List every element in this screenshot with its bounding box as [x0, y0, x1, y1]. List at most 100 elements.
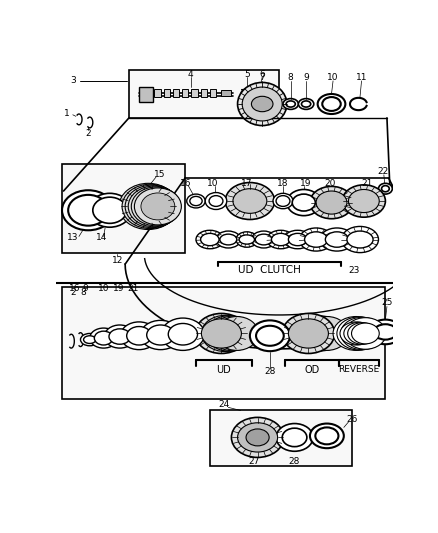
- Text: 9: 9: [82, 284, 88, 293]
- Text: 6: 6: [259, 70, 265, 79]
- Ellipse shape: [286, 101, 295, 107]
- Ellipse shape: [128, 186, 180, 227]
- Ellipse shape: [352, 323, 379, 344]
- Ellipse shape: [205, 192, 227, 209]
- Ellipse shape: [288, 319, 328, 348]
- Bar: [191, 90, 198, 97]
- Ellipse shape: [93, 197, 127, 223]
- Ellipse shape: [341, 317, 384, 350]
- Ellipse shape: [201, 319, 241, 348]
- Ellipse shape: [304, 232, 328, 247]
- Ellipse shape: [209, 196, 223, 206]
- Ellipse shape: [345, 318, 386, 349]
- Ellipse shape: [90, 328, 117, 348]
- Text: 1: 1: [64, 109, 70, 118]
- Ellipse shape: [141, 193, 175, 220]
- Ellipse shape: [216, 231, 240, 248]
- Text: 19: 19: [300, 179, 312, 188]
- Ellipse shape: [201, 316, 249, 352]
- Ellipse shape: [349, 189, 379, 213]
- Text: 17: 17: [241, 179, 253, 188]
- Ellipse shape: [261, 90, 268, 100]
- Ellipse shape: [251, 231, 276, 248]
- Text: 21: 21: [361, 179, 373, 188]
- Ellipse shape: [273, 193, 293, 209]
- Ellipse shape: [141, 320, 180, 350]
- Ellipse shape: [318, 94, 346, 114]
- Ellipse shape: [161, 318, 205, 350]
- Ellipse shape: [298, 99, 314, 109]
- Text: 12: 12: [112, 256, 123, 265]
- Ellipse shape: [294, 316, 341, 351]
- Ellipse shape: [344, 322, 374, 345]
- Ellipse shape: [305, 317, 349, 350]
- Text: 10: 10: [327, 74, 339, 82]
- Text: 4: 4: [188, 70, 194, 79]
- Text: 18: 18: [276, 179, 288, 188]
- Text: 2: 2: [70, 288, 76, 297]
- Ellipse shape: [374, 324, 397, 340]
- Text: 21: 21: [127, 284, 138, 293]
- Ellipse shape: [348, 322, 377, 344]
- Ellipse shape: [122, 184, 178, 229]
- Text: UD  CLUTCH: UD CLUTCH: [238, 265, 301, 276]
- Ellipse shape: [289, 316, 337, 352]
- Ellipse shape: [322, 97, 341, 111]
- Text: REVERSE: REVERSE: [339, 365, 380, 374]
- Ellipse shape: [333, 317, 379, 350]
- Ellipse shape: [88, 193, 131, 227]
- Text: 5: 5: [244, 70, 250, 79]
- Ellipse shape: [119, 183, 177, 230]
- Ellipse shape: [287, 189, 321, 216]
- Ellipse shape: [292, 194, 315, 211]
- Text: 24: 24: [218, 400, 230, 409]
- Ellipse shape: [120, 322, 158, 350]
- Text: OD: OD: [305, 365, 320, 375]
- Ellipse shape: [109, 329, 131, 344]
- Ellipse shape: [284, 315, 333, 352]
- Ellipse shape: [347, 231, 373, 248]
- Ellipse shape: [220, 234, 237, 245]
- Ellipse shape: [135, 191, 173, 221]
- Ellipse shape: [246, 429, 269, 446]
- Bar: [139, 87, 153, 102]
- Ellipse shape: [206, 316, 252, 351]
- Text: 11: 11: [356, 74, 367, 82]
- Ellipse shape: [231, 417, 284, 457]
- Ellipse shape: [225, 182, 275, 220]
- Ellipse shape: [84, 336, 96, 343]
- Ellipse shape: [315, 427, 339, 445]
- Ellipse shape: [282, 428, 307, 447]
- Ellipse shape: [340, 322, 372, 345]
- Bar: [62, 164, 185, 253]
- Ellipse shape: [196, 230, 224, 249]
- Ellipse shape: [233, 189, 267, 213]
- Ellipse shape: [131, 187, 180, 226]
- Ellipse shape: [301, 101, 311, 107]
- Ellipse shape: [255, 234, 272, 245]
- Text: 27: 27: [249, 457, 260, 466]
- Text: 13: 13: [67, 233, 78, 243]
- Ellipse shape: [300, 316, 345, 351]
- Ellipse shape: [168, 324, 198, 345]
- Ellipse shape: [237, 423, 278, 452]
- Ellipse shape: [381, 185, 389, 192]
- Ellipse shape: [276, 424, 313, 451]
- Text: 14: 14: [96, 233, 108, 243]
- Bar: [221, 90, 231, 96]
- Ellipse shape: [288, 233, 307, 246]
- Ellipse shape: [237, 83, 287, 126]
- Text: 28: 28: [264, 367, 276, 376]
- Text: 19: 19: [113, 284, 125, 293]
- Ellipse shape: [104, 325, 135, 348]
- Ellipse shape: [368, 320, 403, 344]
- Ellipse shape: [147, 325, 174, 345]
- Bar: [173, 90, 179, 97]
- Text: 10: 10: [98, 284, 110, 293]
- Text: 15: 15: [154, 169, 166, 179]
- Ellipse shape: [267, 230, 294, 249]
- Bar: [155, 90, 161, 97]
- Text: 2: 2: [85, 129, 91, 138]
- Ellipse shape: [325, 232, 349, 247]
- Ellipse shape: [138, 192, 174, 221]
